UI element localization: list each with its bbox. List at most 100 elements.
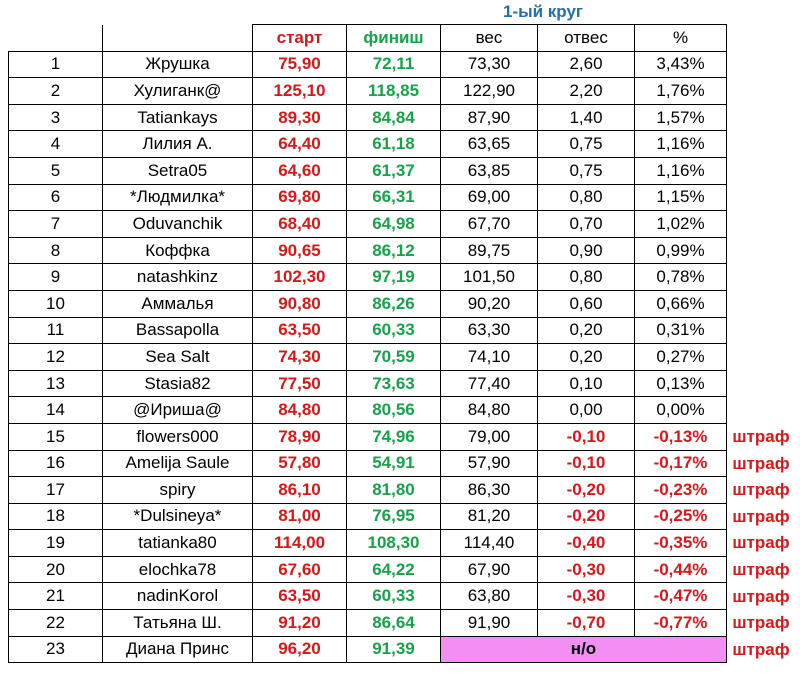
current-weight: 77,40 (440, 369, 538, 398)
weight-drop: -0,20 (537, 502, 635, 531)
drop-percent: 0,66% (634, 289, 727, 318)
current-weight: 91,90 (440, 609, 538, 637)
start-weight: 75,90 (252, 50, 347, 79)
current-weight: 63,85 (440, 156, 538, 185)
penalty-label: штраф (732, 613, 790, 633)
drop-percent: 0,00% (634, 396, 727, 424)
weight-drop: 2,60 (537, 50, 635, 79)
start-weight: 102,30 (252, 263, 347, 291)
penalty-label: штраф (732, 453, 790, 473)
drop-percent: -0,35% (634, 529, 727, 557)
table-row: 15 flowers000 78,90 74,96 79,00 -0,10 -0,13% (8, 422, 727, 451)
table-row: 8 Коффка 90,65 86,12 89,75 0,90 0,99% (8, 236, 727, 265)
start-weight: 67,60 (252, 555, 347, 584)
row-number: 13 (8, 369, 103, 398)
row-number: 2 (8, 77, 103, 105)
participant-name: Setra05 (102, 156, 253, 185)
participant-name: @Ириша@ (102, 396, 253, 424)
participant-name: Sea Salt (102, 343, 253, 371)
participant-name: Татьяна Ш. (102, 609, 253, 637)
current-weight: 122,90 (440, 77, 538, 105)
start-weight: 96,20 (252, 635, 347, 664)
results-table: старт финиш вес отвес % 1 Жрушка 75,90 72,1… (8, 24, 727, 664)
drop-percent: 0,99% (634, 236, 727, 265)
drop-percent: -0,47% (634, 582, 727, 611)
participant-name: Oduvanchik (102, 210, 253, 238)
table-row: 1 Жрушка 75,90 72,11 73,30 2,60 3,43% (8, 50, 727, 79)
current-weight: 63,65 (440, 130, 538, 158)
weight-drop: -0,10 (537, 449, 635, 478)
finish-weight: 80,56 (346, 396, 441, 424)
drop-percent: 0,27% (634, 343, 727, 371)
finish-weight: 86,12 (346, 236, 441, 265)
header-weight: вес (440, 24, 538, 52)
finish-weight: 97,19 (346, 263, 441, 291)
participant-name: Лилия А. (102, 130, 253, 158)
header-finish: финиш (346, 24, 441, 52)
participant-name: spiry (102, 476, 253, 504)
weight-drop: 0,75 (537, 156, 635, 185)
drop-percent: 0,31% (634, 316, 727, 345)
participant-name: Жрушка (102, 50, 253, 79)
weight-drop: -0,40 (537, 529, 635, 557)
weight-drop: 0,60 (537, 289, 635, 318)
row-number: 1 (8, 50, 103, 79)
row-number: 8 (8, 236, 103, 265)
row-number: 11 (8, 316, 103, 345)
weight-drop: -0,10 (537, 422, 635, 451)
finish-weight: 54,91 (346, 449, 441, 478)
current-weight: 73,30 (440, 50, 538, 79)
row-number: 3 (8, 103, 103, 132)
drop-percent: -0,23% (634, 476, 727, 504)
finish-weight: 86,26 (346, 289, 441, 318)
penalty-label: штраф (732, 586, 790, 606)
start-weight: 114,00 (252, 529, 347, 557)
drop-percent: 1,57% (634, 103, 727, 132)
finish-weight: 73,63 (346, 369, 441, 398)
finish-weight: 61,37 (346, 156, 441, 185)
current-weight: 81,20 (440, 502, 538, 531)
participant-name: nadinKorol (102, 582, 253, 611)
start-weight: 86,10 (252, 476, 347, 504)
start-weight: 77,50 (252, 369, 347, 398)
current-weight: 69,00 (440, 183, 538, 212)
participant-name: *Dulsineya* (102, 502, 253, 531)
row-number: 7 (8, 210, 103, 238)
no-show-cell: н/о (440, 635, 727, 664)
row-number: 15 (8, 422, 103, 451)
weight-drop: 0,00 (537, 396, 635, 424)
drop-percent: -0,17% (634, 449, 727, 478)
start-weight: 81,00 (252, 502, 347, 531)
current-weight: 67,70 (440, 210, 538, 238)
row-number: 9 (8, 263, 103, 291)
participant-name: flowers000 (102, 422, 253, 451)
participant-name: Хулиганк@ (102, 77, 253, 105)
table-row: 21 nadinKorol 63,50 60,33 63,80 -0,30 -0,47% (8, 582, 727, 611)
finish-weight: 64,98 (346, 210, 441, 238)
current-weight: 87,90 (440, 103, 538, 132)
header-row: старт финиш вес отвес % (8, 24, 727, 52)
row-number: 19 (8, 529, 103, 557)
weight-drop: 0,20 (537, 343, 635, 371)
finish-weight: 81,80 (346, 476, 441, 504)
row-number: 14 (8, 396, 103, 424)
current-weight: 63,80 (440, 582, 538, 611)
finish-weight: 70,59 (346, 343, 441, 371)
start-weight: 125,10 (252, 77, 347, 105)
finish-weight: 72,11 (346, 50, 441, 79)
penalty-label: штраф (732, 480, 790, 500)
header-drop: отвес (537, 24, 635, 52)
current-weight: 86,30 (440, 476, 538, 504)
drop-percent: 3,43% (634, 50, 727, 79)
row-number: 22 (8, 609, 103, 637)
penalty-label: штраф (732, 639, 790, 659)
penalty-label: штраф (732, 506, 790, 526)
weight-drop: 2,20 (537, 77, 635, 105)
table-row: 5 Setra05 64,60 61,37 63,85 0,75 1,16% (8, 156, 727, 185)
table-row: 9 natashkinz 102,30 97,19 101,50 0,80 0,78% (8, 263, 727, 291)
finish-weight: 60,33 (346, 316, 441, 345)
finish-weight: 76,95 (346, 502, 441, 531)
current-weight: 67,90 (440, 555, 538, 584)
table-row: 6 *Людмилка* 69,80 66,31 69,00 0,80 1,15% (8, 183, 727, 212)
finish-weight: 86,64 (346, 609, 441, 637)
